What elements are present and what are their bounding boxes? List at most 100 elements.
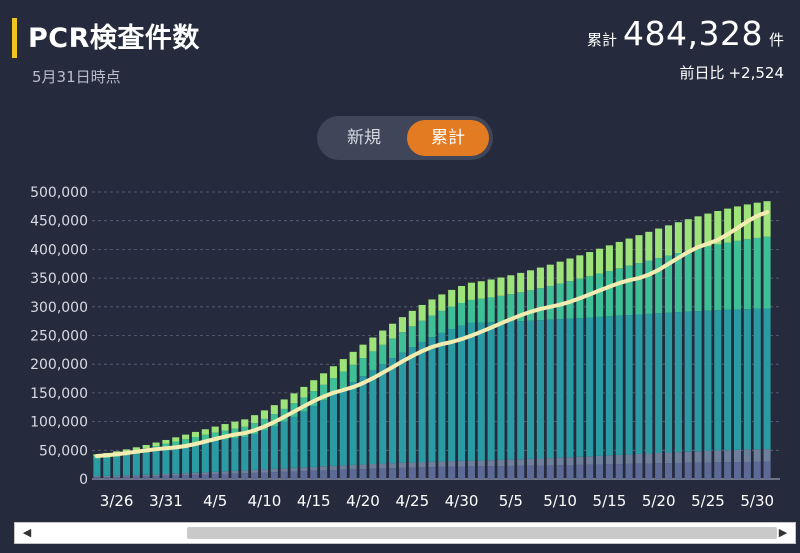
- bar-segment: [172, 475, 180, 479]
- bar-segment: [339, 371, 347, 389]
- bar-segment: [576, 255, 584, 279]
- bar-segment: [595, 455, 604, 465]
- bar-segment: [389, 463, 397, 469]
- bar-segment: [586, 464, 594, 479]
- total-value: 484,328: [623, 14, 763, 53]
- bar-segment: [241, 419, 249, 427]
- bar-segment: [270, 426, 278, 469]
- bar-segment: [625, 454, 633, 464]
- bar-segment: [655, 257, 663, 314]
- bar-segment: [280, 468, 288, 472]
- bar-segment: [635, 453, 643, 464]
- bar-segment: [300, 411, 308, 468]
- bar-segment: [497, 459, 505, 467]
- bar-segment: [408, 310, 416, 327]
- bar-segment: [655, 453, 663, 464]
- bar-segment: [201, 474, 209, 479]
- bar-segment: [182, 473, 190, 476]
- bar-segment: [556, 457, 564, 466]
- bar-segment: [645, 231, 653, 261]
- bar-segment: [704, 450, 712, 463]
- bar-segment: [487, 460, 495, 467]
- bar-segment: [566, 318, 574, 458]
- bar-segment: [113, 475, 121, 477]
- bar-segment: [438, 461, 446, 467]
- bar-segment: [379, 463, 387, 469]
- bar-segment: [389, 358, 397, 464]
- bar-segment: [329, 378, 337, 395]
- bar-segment: [507, 459, 515, 466]
- bar-segment: [635, 263, 643, 315]
- bar-segment: [763, 236, 771, 309]
- bar-segment: [487, 297, 495, 323]
- scrollbar-thumb[interactable]: [187, 527, 777, 539]
- bar-segment: [527, 465, 535, 479]
- toggle-cumulative-button[interactable]: 累計: [407, 120, 489, 156]
- bar-segment: [398, 332, 406, 353]
- bar-segment: [477, 322, 485, 461]
- bar-segment: [595, 273, 604, 317]
- bar-segment: [566, 465, 574, 479]
- bar-segment: [595, 316, 604, 456]
- bar-segment: [113, 476, 121, 479]
- bar-segment: [517, 292, 525, 322]
- bar-segment: [497, 277, 505, 296]
- horizontal-scrollbar[interactable]: ◀ ▶: [14, 522, 796, 544]
- bar-segment: [527, 290, 535, 321]
- bar-segment: [201, 472, 209, 475]
- bar-segment: [586, 252, 594, 277]
- bar-segment: [339, 465, 347, 470]
- bar-segment: [704, 310, 712, 451]
- bar-segment: [724, 462, 732, 479]
- bar-segment: [507, 465, 515, 479]
- x-tick-label: 5/25: [691, 492, 725, 510]
- scroll-left-arrow-icon[interactable]: ◀: [22, 526, 32, 539]
- bar-segment: [448, 289, 456, 307]
- bar-segment: [753, 449, 761, 462]
- bar-segment: [743, 461, 751, 479]
- bar-segment: [172, 447, 180, 474]
- bar-segment: [507, 294, 515, 322]
- bar-segment: [191, 431, 200, 437]
- bar-segment: [152, 451, 160, 475]
- bar-segment: [458, 460, 466, 467]
- bar-segment: [103, 475, 111, 478]
- bar-segment: [448, 461, 456, 467]
- bar-segment: [605, 464, 613, 479]
- bar-segment: [635, 235, 643, 264]
- bar-segment: [241, 470, 249, 474]
- bar-segment: [290, 467, 298, 472]
- bar-segment: [280, 399, 288, 409]
- bar-segment: [310, 470, 318, 479]
- bar-segment: [536, 320, 544, 459]
- bar-segment: [182, 445, 190, 474]
- bar-segment: [467, 322, 475, 461]
- bar-segment: [320, 466, 328, 471]
- bar-segment: [763, 461, 771, 479]
- bar-segment: [260, 469, 269, 473]
- bar-segment: [162, 475, 170, 479]
- y-tick-label: 350,000: [30, 271, 88, 287]
- bar-segment: [349, 351, 357, 365]
- bar-segment: [536, 465, 544, 479]
- bar-segment: [724, 450, 732, 463]
- y-tick-label: 250,000: [30, 329, 88, 345]
- x-tick-label: 4/30: [445, 492, 479, 510]
- bar-segment: [733, 449, 742, 463]
- scroll-right-arrow-icon[interactable]: ▶: [778, 526, 788, 539]
- bar-segment: [310, 380, 318, 392]
- bar-segment: [467, 460, 475, 467]
- bar-segment: [93, 458, 101, 477]
- bar-segment: [694, 311, 702, 452]
- title-accent-bar: [12, 18, 17, 58]
- bar-segment: [320, 470, 328, 479]
- bar-segment: [270, 405, 278, 415]
- bar-segment: [122, 449, 131, 452]
- bar-segment: [369, 468, 377, 479]
- bar-segment: [586, 276, 594, 318]
- toggle-new-button[interactable]: 新規: [347, 128, 381, 148]
- bar-segment: [615, 454, 623, 465]
- bar-segment: [349, 464, 357, 470]
- bar-segment: [201, 429, 209, 435]
- bar-segment: [379, 363, 387, 464]
